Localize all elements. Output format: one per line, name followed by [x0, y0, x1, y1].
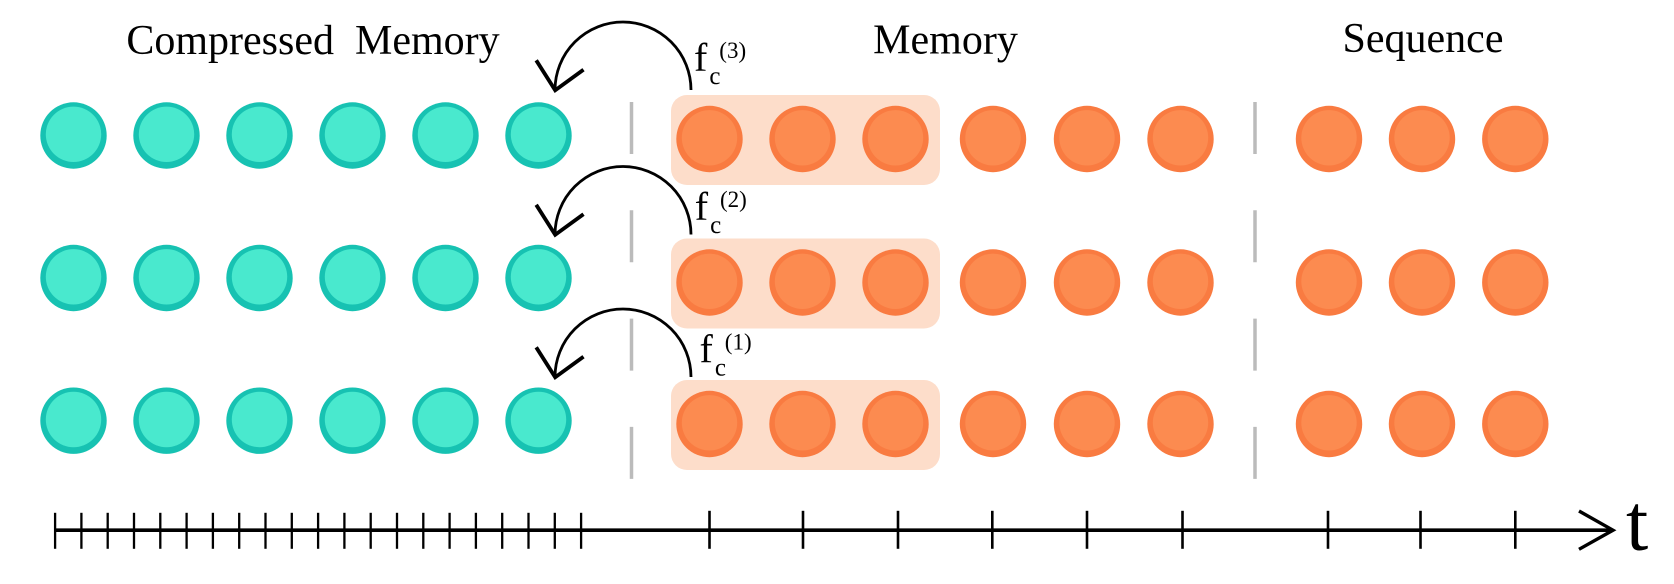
svg-text:(2): (2) — [720, 187, 747, 212]
svg-text:(3): (3) — [719, 38, 746, 63]
svg-text:t: t — [1626, 480, 1648, 568]
svg-text:Memory: Memory — [873, 18, 1018, 64]
svg-text:(1): (1) — [725, 330, 752, 355]
svg-text:f: f — [694, 35, 708, 80]
svg-text:f: f — [700, 327, 714, 372]
svg-text:c: c — [709, 63, 720, 90]
svg-text:c: c — [710, 212, 721, 239]
svg-text:c: c — [715, 355, 726, 382]
svg-text:Sequence: Sequence — [1343, 16, 1504, 62]
svg-text:f: f — [695, 184, 709, 229]
svg-text:Compressed Memory: Compressed Memory — [126, 18, 499, 64]
